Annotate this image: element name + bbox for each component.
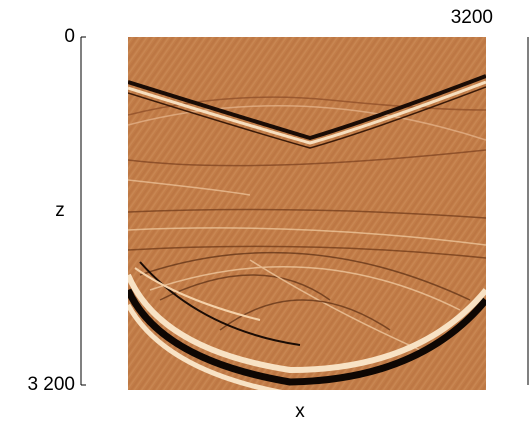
chart: x z 0 3 200 3200 [0,0,531,428]
x-axis-label: x [295,401,305,422]
y-tick-label: 0 [64,26,75,47]
page: {"chart_data": {"type": "image", "xlabel… [0,0,531,428]
y-tick-label: 3 200 [27,374,75,395]
seismic-image [128,37,486,394]
x-tick-label: 3200 [451,7,493,28]
y-axis-label: z [55,200,65,221]
